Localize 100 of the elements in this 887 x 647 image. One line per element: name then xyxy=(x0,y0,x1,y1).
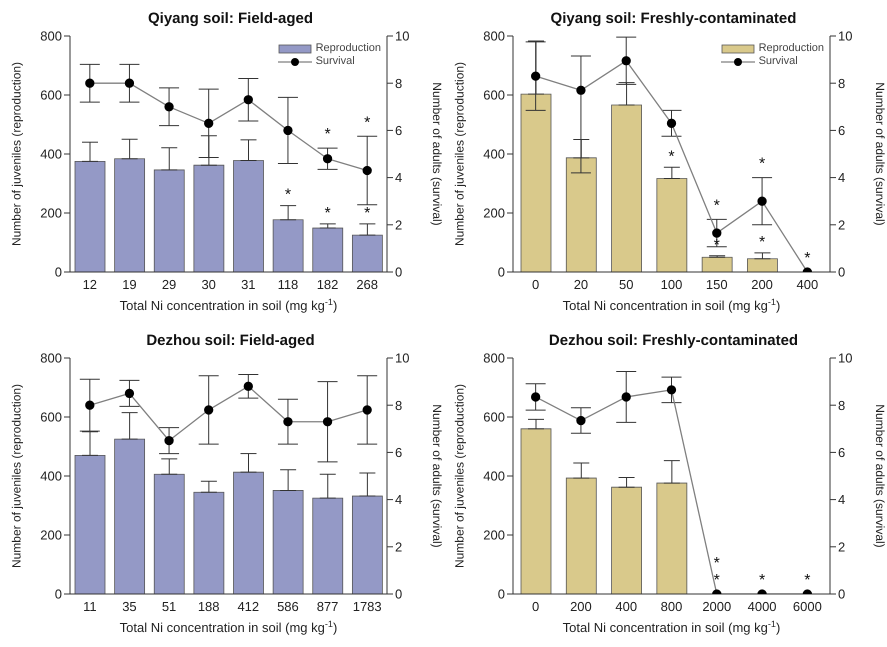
y2-tick-label: 0 xyxy=(838,264,846,280)
chart-title: Dezhou soil: Field-aged xyxy=(145,331,316,351)
x-tick-label: 118 xyxy=(278,277,298,292)
bar xyxy=(656,482,688,594)
y-tick-label: 0 xyxy=(54,586,62,602)
x-tick-label: 6000 xyxy=(792,599,822,614)
x-tick-label: 100 xyxy=(660,277,682,292)
x-tick-label: 1783 xyxy=(352,599,382,614)
y2-tick-label: 8 xyxy=(838,76,846,91)
x-tick-label: 268 xyxy=(356,277,378,292)
y-tick-label: 800 xyxy=(40,28,62,44)
x-tick-label: 877 xyxy=(316,599,338,614)
y-tick-label: 200 xyxy=(483,528,505,543)
x-tick-label: 31 xyxy=(241,277,256,292)
bar xyxy=(566,478,597,594)
chart-title: Dezhou soil: Freshly-contaminated xyxy=(548,331,800,351)
legend-label: Reproduction xyxy=(316,42,381,55)
legend-label: Survival xyxy=(758,55,798,68)
bar xyxy=(74,454,106,594)
data-label: * xyxy=(324,126,331,144)
x-tick-label: 200 xyxy=(751,277,773,292)
bar xyxy=(566,157,597,272)
data-label: * xyxy=(758,156,766,173)
data-label: * xyxy=(804,572,810,589)
y-axis-title: Number of juveniles (reproduction) xyxy=(452,62,466,246)
bar xyxy=(520,94,552,272)
y-tick-label: 400 xyxy=(40,468,62,484)
x-tick-label: 50 xyxy=(618,277,634,292)
bar xyxy=(520,428,552,594)
x-tick-label: 586 xyxy=(277,599,299,614)
x-tick-label: 0 xyxy=(532,599,540,614)
x-axis-title: Total Ni concentration in soil (mg kg$^{-1}$) xyxy=(120,619,338,635)
y2-tick-label: 4 xyxy=(838,492,846,508)
bar xyxy=(233,472,264,594)
x-axis-title: Total Ni concentration in soil (mg kg$^{-1}$) xyxy=(562,619,780,635)
x-axis-title: Total Ni concentration in soil (mg kg$^{-1}$) xyxy=(120,297,338,313)
y2-tick-label: 2 xyxy=(395,539,402,554)
y-tick-label: 400 xyxy=(40,146,62,162)
y-tick-label: 800 xyxy=(483,28,505,44)
x-tick-label: 182 xyxy=(316,277,338,292)
y-tick-label: 600 xyxy=(40,410,62,425)
chart-title: Qiyang soil: Field-aged xyxy=(146,9,314,29)
x-tick-label: 19 xyxy=(122,277,137,292)
y2-tick-label: 6 xyxy=(838,123,846,138)
y2-tick-label: 6 xyxy=(395,123,402,138)
x-tick-label: 35 xyxy=(122,599,137,614)
y2-axis-title: Number of adults (survival) xyxy=(872,82,887,226)
x-tick-label: 200 xyxy=(570,599,592,614)
x-tick-label: 51 xyxy=(162,599,176,614)
data-label: * xyxy=(324,204,331,222)
y-tick-label: 600 xyxy=(483,410,505,425)
bar xyxy=(312,228,344,272)
y2-tick-label: 4 xyxy=(838,170,846,186)
y-tick-label: 200 xyxy=(40,528,62,543)
y2-tick-label: 2 xyxy=(395,217,402,232)
y2-tick-label: 0 xyxy=(838,586,846,602)
x-tick-label: 12 xyxy=(82,277,98,292)
y2-tick-label: 10 xyxy=(838,28,852,44)
chart-title: Qiyang soil: Freshly-contaminated xyxy=(550,9,798,29)
y2-axis-title: Number of adults (survival) xyxy=(430,82,444,226)
y-axis-title: Number of juveniles (reproduction) xyxy=(9,62,24,246)
bar xyxy=(272,219,304,272)
data-label: * xyxy=(758,572,766,589)
bar xyxy=(114,158,146,272)
data-label: * xyxy=(758,234,766,251)
y2-tick-label: 8 xyxy=(395,76,402,91)
y-tick-label: 200 xyxy=(40,206,62,221)
bar xyxy=(747,258,778,272)
x-tick-label: 400 xyxy=(615,599,638,614)
bar xyxy=(352,234,383,272)
y-axis-title: Number of juveniles (reproduction) xyxy=(9,384,24,568)
bar xyxy=(272,490,304,594)
y-tick-label: 0 xyxy=(498,264,505,280)
x-tick-label: 0 xyxy=(532,277,540,292)
y2-axis-title: Number of adults (survival) xyxy=(430,404,444,548)
bar xyxy=(702,256,733,272)
bar xyxy=(193,492,224,594)
x-axis-title: Total Ni concentration in soil (mg kg$^{-1}$) xyxy=(562,297,780,313)
y2-tick-label: 4 xyxy=(395,170,402,186)
x-tick-label: 150 xyxy=(706,277,728,292)
legend-label: Reproduction xyxy=(758,42,824,55)
y2-tick-label: 8 xyxy=(838,398,846,413)
x-tick-label: 2000 xyxy=(702,599,732,614)
y-axis-title: Number of juveniles (reproduction) xyxy=(452,384,466,568)
y2-tick-label: 4 xyxy=(395,492,402,508)
x-tick-label: 4000 xyxy=(748,599,777,614)
x-tick-label: 800 xyxy=(660,599,682,614)
data-label: * xyxy=(364,204,370,222)
bar xyxy=(656,178,688,272)
data-label: * xyxy=(714,197,720,214)
y2-tick-label: 2 xyxy=(838,217,846,232)
y-tick-label: 0 xyxy=(54,264,62,280)
y-tick-label: 200 xyxy=(483,206,505,221)
y2-tick-label: 0 xyxy=(395,586,402,602)
y2-tick-label: 10 xyxy=(395,350,410,366)
x-tick-label: 400 xyxy=(796,277,818,292)
bar xyxy=(154,474,185,594)
y-tick-label: 400 xyxy=(483,468,505,484)
y-tick-label: 800 xyxy=(483,350,505,366)
data-label: * xyxy=(714,555,720,572)
